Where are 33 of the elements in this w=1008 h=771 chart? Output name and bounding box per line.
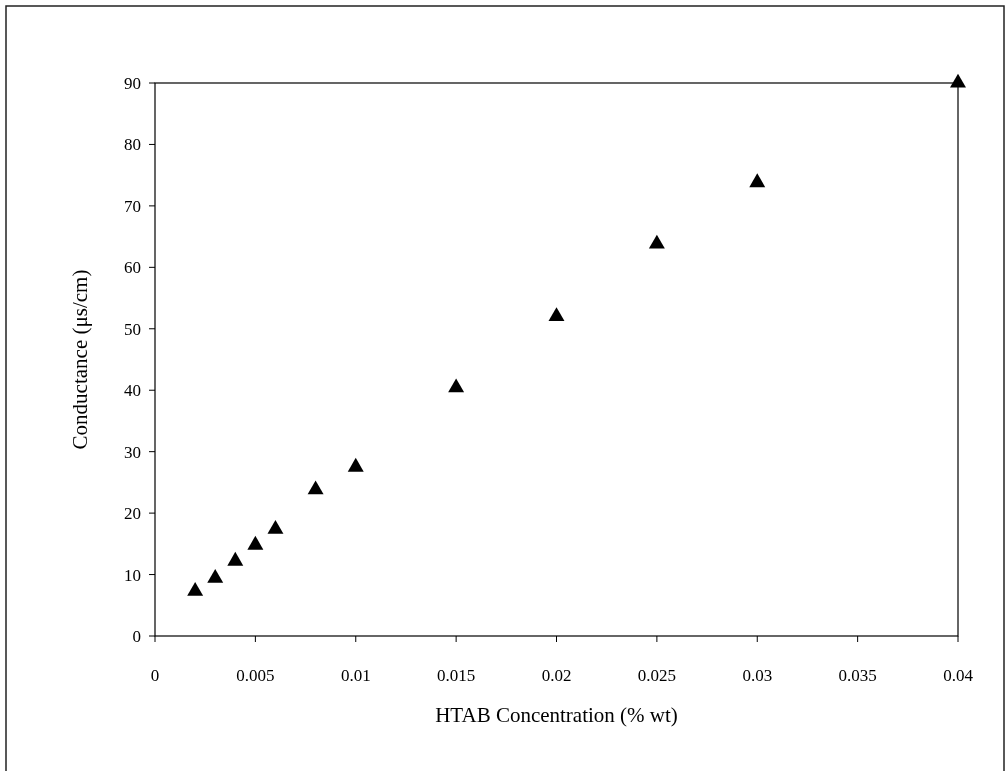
point: [347, 457, 364, 472]
y-axis-title: Conductance (μs/cm): [68, 269, 92, 450]
point: [648, 234, 665, 249]
y-tick-label: 0: [132, 626, 141, 646]
y-tick-label: 50: [124, 319, 141, 339]
point: [548, 307, 565, 322]
x-tick-label: 0.02: [541, 666, 572, 685]
point: [950, 73, 966, 88]
x-tick-label: 0.01: [340, 666, 371, 685]
y-tick-label: 60: [124, 258, 141, 278]
x-axis-title: HTAB Concentration (% wt): [435, 703, 678, 727]
point: [267, 519, 284, 534]
point: [227, 551, 244, 566]
y-tick-label: 20: [124, 504, 141, 524]
point: [207, 569, 224, 583]
x-tick-label: 0: [150, 666, 160, 685]
x-tick-label: 0.025: [637, 666, 676, 685]
x-tick-label: 0.015: [437, 666, 476, 685]
y-tick-label: 70: [124, 196, 141, 216]
point: [749, 173, 766, 188]
y-tick-label: 90: [124, 73, 141, 93]
point: [448, 378, 465, 393]
point: [307, 480, 324, 495]
x-tick-label: 0.03: [742, 666, 773, 685]
x-tick-label: 0.04: [943, 666, 974, 685]
x-tick-label: 0.035: [838, 666, 877, 685]
y-tick-label: 40: [124, 381, 141, 401]
x-tick-label: 0.005: [236, 666, 275, 685]
y-tick-label: 80: [124, 135, 141, 155]
y-tick-label: 10: [124, 565, 141, 585]
point: [247, 535, 264, 550]
y-tick-label: 30: [124, 442, 141, 462]
point: [187, 581, 204, 596]
